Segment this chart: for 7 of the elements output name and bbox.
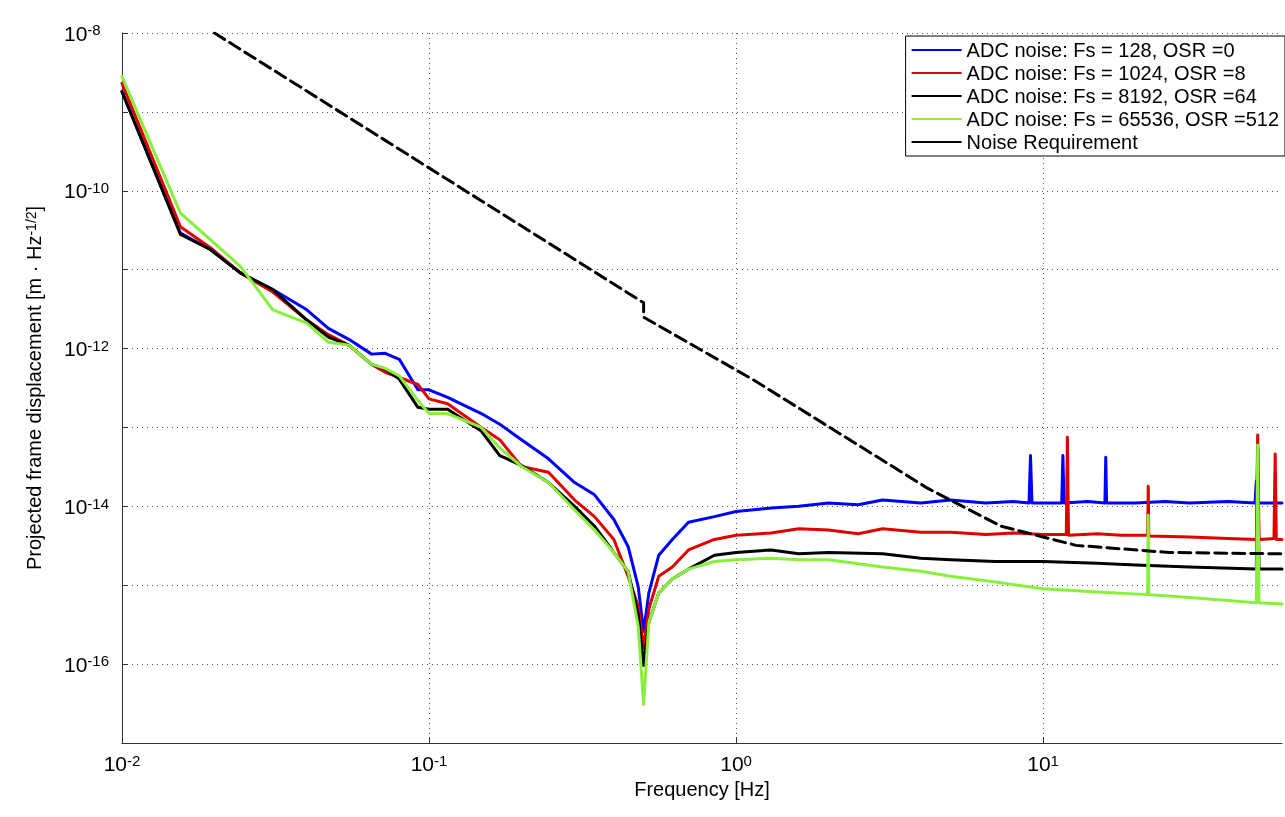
legend-label: ADC noise: Fs = 128, OSR =0: [966, 39, 1235, 61]
legend-label: ADC noise: Fs = 8192, OSR =64: [966, 85, 1257, 107]
legend-label: ADC noise: Fs = 65536, OSR =512: [966, 108, 1280, 130]
x-axis-title: Frequency [Hz]: [634, 778, 770, 801]
legend-label: Noise Requirement: [966, 131, 1139, 153]
legend-label: ADC noise: Fs = 1024, OSR =8: [966, 62, 1246, 84]
y-axis-title: Projected frame displacement [m · Hz-1/2]: [23, 205, 45, 571]
